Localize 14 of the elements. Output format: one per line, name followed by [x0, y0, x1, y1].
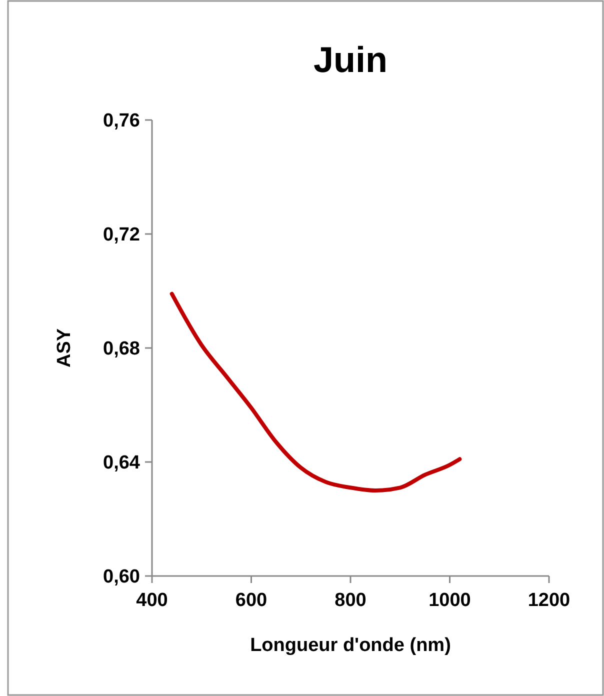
- chart-title: Juin: [313, 39, 388, 80]
- x-tick-label: 400: [136, 590, 168, 611]
- line-series: [170, 292, 462, 492]
- x-tick-label: 1000: [428, 590, 471, 611]
- x-tick-label: 800: [334, 590, 366, 611]
- y-tick-label: 0,60: [103, 566, 140, 588]
- x-axis-title: Longueur d'onde (nm): [250, 635, 451, 656]
- y-tick-label: 0,76: [103, 110, 140, 132]
- x-tick-label: 1200: [528, 590, 570, 611]
- y-tick-label: 0,72: [103, 224, 140, 246]
- y-tick-label: 0,64: [103, 452, 140, 474]
- x-tick-label: 600: [235, 590, 268, 611]
- y-axis-title: ASY: [54, 328, 75, 368]
- y-tick-label: 0,68: [103, 338, 140, 360]
